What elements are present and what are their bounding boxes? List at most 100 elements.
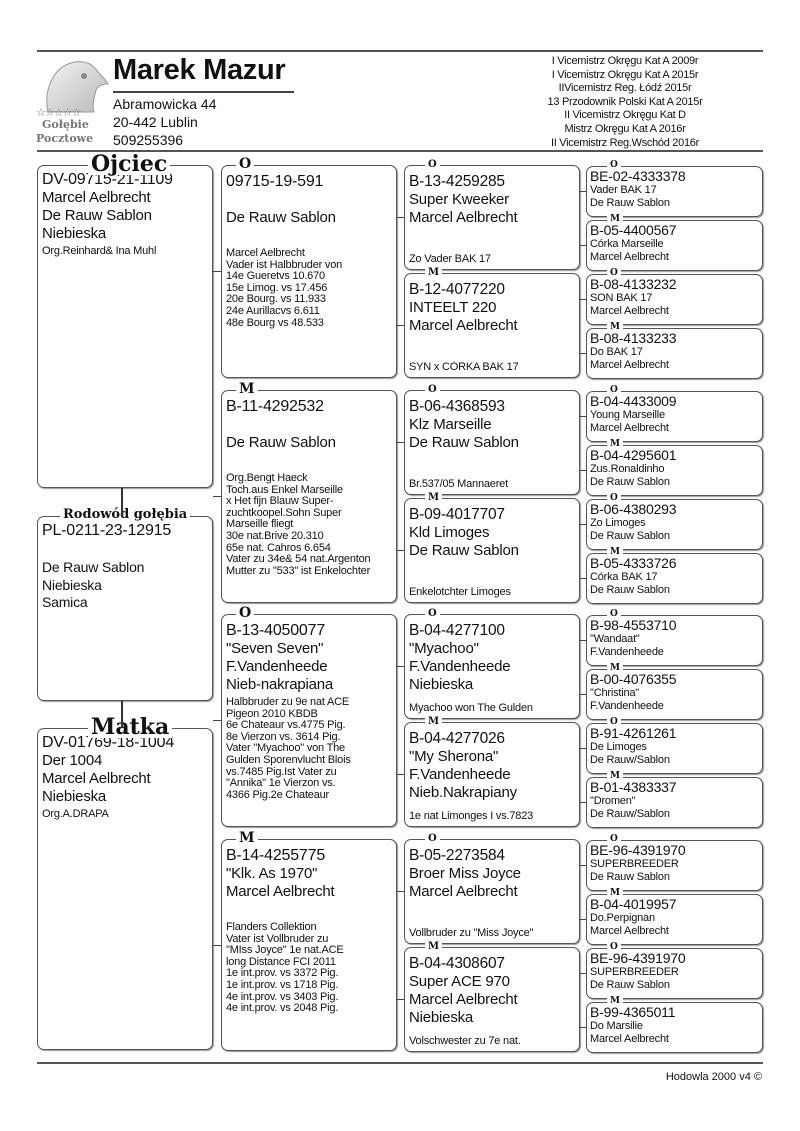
- connector-line: [580, 694, 586, 695]
- sire-box[interactable]: O B-04-4277100 "Myachoo" F.Vandenheede Niebi…: [404, 608, 580, 719]
- pigeon-info-line: INTEELT 220: [409, 299, 497, 316]
- pigeon-info-line: Broer Miss Joyce: [409, 865, 521, 882]
- sire-box[interactable]: O B-13-4259285 Super Kweeker Marcel Aelbrec…: [404, 159, 580, 270]
- pigeon-info-line: Marcel Aelbrecht: [42, 770, 151, 787]
- dam-box[interactable]: M B-05-4400567 Córka Marseille Marcel Aelbr…: [586, 214, 763, 271]
- pigeon-note: 4e int.prov. vs 2048 Pig.: [226, 1003, 339, 1015]
- pigeon-info-line: [42, 540, 208, 558]
- award-item: I Vicemistrz Okręgu Kat A 2009r: [551, 55, 699, 67]
- dam-box[interactable]: M B-04-4295601 Zus.Ronaldinho De Rauw Sablo…: [586, 439, 763, 496]
- dam-box[interactable]: M B-08-4133233 Do BAK 17 Marcel Aelbrecht: [586, 322, 763, 379]
- connector-line: [213, 720, 221, 721]
- dam-box[interactable]: M B-04-4019957 Do.Perpignan Marcel Aelbrech…: [586, 888, 763, 945]
- pigeon-info-line: Zus.Ronaldinho: [590, 463, 665, 475]
- pigeon-note: Zo Vader BAK 17: [409, 253, 491, 265]
- sire-box[interactable]: O BE-96-4391970 SUPERBREEDER De Rauw Sablon: [586, 942, 763, 999]
- ring-number: B-04-4277100: [409, 622, 505, 639]
- pigeon-info-line: De Rauw Sablon: [590, 196, 670, 209]
- sire-box[interactable]: O B-05-2273584 Broer Miss Joyce Marcel Aelb…: [404, 833, 580, 944]
- pigeon-note: 24e Aurillacvs 6.611: [226, 305, 320, 317]
- dam-box[interactable]: M B-14-4255775 "Klk. As 1970" Marcel Aelbre…: [221, 831, 397, 1051]
- box-label: M: [607, 439, 623, 449]
- dam-box[interactable]: M B-01-4383337 "Dromen" De Rauw/Sablon: [586, 771, 763, 828]
- pigeon-note: Flanders Collektion: [226, 922, 317, 933]
- pigeon-info-line: Córka BAK 17: [590, 571, 658, 583]
- logo-stars: ☆☆☆☆☆: [36, 107, 81, 119]
- sire-box[interactable]: O 09715-19-591 De Rauw Sablon Marcel Aelb…: [221, 157, 397, 378]
- pigeon-note: Gulden Sporenvlucht Blois: [226, 754, 351, 766]
- pigeon-info-line: De Rauw Sablon: [590, 870, 670, 883]
- pigeon-info-line: [409, 901, 575, 919]
- pigeon-info-line: "Wandaat": [590, 633, 640, 645]
- pigeon-note: Toch.aus Enkel Marseille: [226, 484, 343, 496]
- sire-box[interactable]: O B-98-4553710 "Wandaat" F.Vandenheede: [586, 609, 763, 666]
- pigeon-note: Marseille fliegt: [226, 519, 294, 531]
- connector-line: [397, 774, 404, 775]
- pigeon-info-line: "Klk. As 1970": [226, 865, 318, 882]
- dam-box[interactable]: M B-09-4017707 Kld Limoges De Rauw Sablon E…: [404, 492, 580, 603]
- box-label: O: [607, 717, 621, 727]
- pigeon-info-line: [226, 416, 392, 434]
- connector-line: [213, 271, 221, 272]
- ring-number: B-04-4308607: [409, 955, 505, 972]
- ring-number: BE-02-4333378: [590, 169, 686, 184]
- sire-box[interactable]: O B-08-4133232 SON BAK 17 Marcel Aelbrecht: [586, 268, 763, 325]
- address-city: 20-442 Lublin: [113, 114, 198, 130]
- sire-box[interactable]: O B-91-4261261 De Limoges De Rauw/Sablon: [586, 717, 763, 774]
- dam-box[interactable]: M B-04-4277026 "My Sherona" F.Vandenheede Ni…: [404, 716, 580, 827]
- pigeon-info-line: De Rauw Sablon: [590, 529, 670, 542]
- mother-box[interactable]: Matka DV-01769-18-1004 Der 1004 Marcel Aelb…: [37, 716, 213, 1050]
- box-label: M: [425, 492, 443, 503]
- connector-line: [580, 865, 586, 866]
- ring-number: B-06-4368593: [409, 398, 505, 415]
- connector-line: [397, 217, 404, 218]
- ring-number: B-04-4277026: [409, 730, 505, 747]
- awards-list: I Vicemistrz Okręgu Kat A 2009r I Vicemis…: [520, 55, 730, 150]
- dam-box[interactable]: M B-05-4333726 Córka BAK 17 De Rauw Sablon: [586, 547, 763, 604]
- pigeon-info-line: Córka Marseille: [590, 238, 664, 250]
- pigeon-info-line: Niebieska: [409, 676, 474, 693]
- box-label: M: [425, 716, 443, 727]
- connector-line: [397, 550, 404, 551]
- pigeon-info-line: Do.Perpignan: [590, 912, 655, 924]
- connector-line: [580, 1027, 586, 1028]
- subject-pigeon-box[interactable]: Rodowód gołębia PL-0211-23-12915 De Rauw …: [37, 508, 213, 701]
- sire-box[interactable]: O BE-96-4391970 SUPERBREEDER De Rauw Sablon: [586, 834, 763, 891]
- dam-box[interactable]: M B-12-4077220 INTEELT 220 Marcel Aelbrecht…: [404, 267, 580, 378]
- ring-number: PL-0211-23-12915: [42, 522, 172, 539]
- ring-number: B-04-4295601: [590, 448, 677, 463]
- pigeon-note: Vollbruder zu "Miss Joyce": [409, 927, 534, 939]
- sire-box[interactable]: O B-06-4368593 Klz Marseille De Rauw Sablon…: [404, 384, 580, 495]
- pigeon-info-line: F.Vandenheede: [590, 699, 664, 712]
- ring-number: B-14-4255775: [226, 847, 326, 864]
- pigeon-info-line: Super ACE 970: [409, 973, 510, 990]
- pigeon-info-line: Samica: [42, 594, 88, 610]
- connector-line: [397, 442, 404, 443]
- phone-number: 509255396: [113, 132, 184, 148]
- footer-credit: Hodowla 2000 v4 ©: [665, 1071, 762, 1083]
- ring-number: B-09-4017707: [409, 506, 505, 523]
- connector-line: [580, 353, 586, 354]
- pigeon-note: 65e nat. Cahros 6.654: [226, 542, 331, 554]
- box-label: O: [607, 385, 621, 395]
- sire-box[interactable]: O B-04-4433009 Young Marseille Marcel Aelbr…: [586, 385, 763, 442]
- award-item: 13 Przodownik Polski Kat A 2015r: [547, 95, 703, 108]
- connector-line: [580, 416, 586, 417]
- dam-box[interactable]: M B-04-4308607 Super ACE 970 Marcel Aelbrec…: [404, 941, 580, 1052]
- owner-name: Marek Mazur: [113, 54, 286, 86]
- box-label: O: [607, 834, 621, 844]
- pigeon-info-line: Nieb.Nakrapiany: [409, 784, 517, 801]
- pigeon-note: 48e Bourg vs 48.533: [226, 317, 324, 329]
- connector-line: [580, 748, 586, 749]
- pigeon-info-line: Marcel Aelbrecht: [590, 421, 669, 434]
- dam-box[interactable]: M B-00-4076355 "Christina" F.Vandenheede: [586, 663, 763, 720]
- connector-line: [121, 488, 123, 516]
- dam-box[interactable]: M B-11-4292532 De Rauw Sablon Org.Bengt H…: [221, 382, 397, 603]
- sire-box[interactable]: O B-06-4380293 Zo Limoges De Rauw Sablon: [586, 493, 763, 550]
- sire-box[interactable]: O BE-02-4333378 Vader BAK 17 De Rauw Sablon: [586, 160, 763, 217]
- connector-line: [580, 973, 586, 974]
- dam-box[interactable]: M B-99-4365011 Do Marsilie Marcel Aelbrecht: [586, 996, 763, 1053]
- father-box[interactable]: Ojciec DV-09715-21-1109 Marcel Aelbrecht De…: [37, 153, 213, 488]
- sire-box[interactable]: O B-13-4050077 "Seven Seven" F.Vandenheede N…: [221, 606, 397, 827]
- box-label: M: [607, 214, 623, 224]
